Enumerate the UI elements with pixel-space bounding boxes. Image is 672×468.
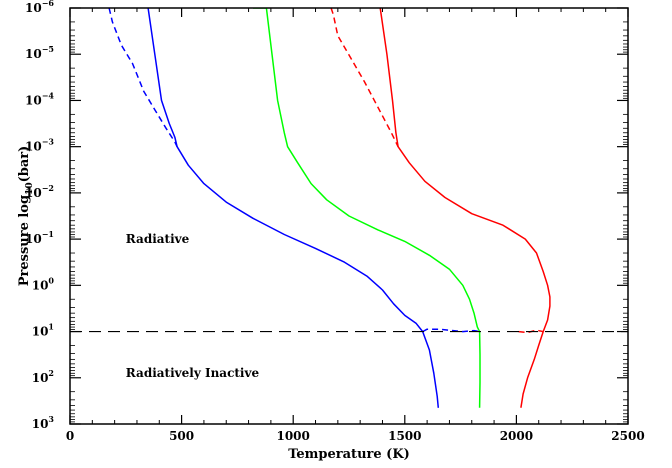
annotations-layer: Radiative Radiatively Inactive (126, 232, 260, 380)
y-tick-label: 101 (32, 322, 54, 339)
y-tick-label: 10−6 (25, 0, 54, 15)
series-line-2 (108, 8, 178, 148)
y-tick-label: 10−2 (25, 183, 54, 200)
plot-frame (69, 7, 629, 425)
y-tick-label: 100 (32, 275, 55, 292)
x-tick-label: 2000 (500, 429, 533, 443)
y-tick-label: 10−4 (25, 90, 54, 107)
y-axis-title: Pressure log10(bar) (17, 146, 35, 287)
x-tick-label: 500 (169, 429, 194, 443)
series-layer (108, 8, 551, 408)
x-tick-label: 1500 (388, 429, 421, 443)
y-axis-title-suffix: (bar) (17, 146, 32, 183)
y-tick-label: 10−5 (25, 44, 54, 61)
y-tick-label: 103 (32, 414, 55, 431)
x-tick-label: 2500 (611, 429, 644, 443)
series-line-4 (253, 8, 481, 408)
series-line-5 (379, 8, 551, 408)
y-tick-label: 102 (32, 368, 54, 385)
annotation-label: Radiatively Inactive (126, 366, 260, 380)
y-axis-title-prefix: Pressure log (17, 195, 32, 286)
series-line-1 (147, 8, 440, 408)
x-tick-label: 0 (66, 429, 74, 443)
y-tick-label: 10−1 (25, 229, 54, 246)
y-axis-title-sub: 10 (25, 182, 35, 195)
y-tick-label: 10−3 (25, 137, 54, 154)
x-tick-label: 1000 (276, 429, 309, 443)
tick-labels-layer: 0 500 1000 1500 2000 2500 10−6 10−5 10−4 10−3 10−2… (25, 0, 645, 443)
annotation-label: Radiative (126, 232, 190, 246)
series-line-3 (422, 328, 481, 333)
series-line-6 (330, 8, 399, 148)
x-axis-title: Temperature (K) (288, 447, 410, 462)
